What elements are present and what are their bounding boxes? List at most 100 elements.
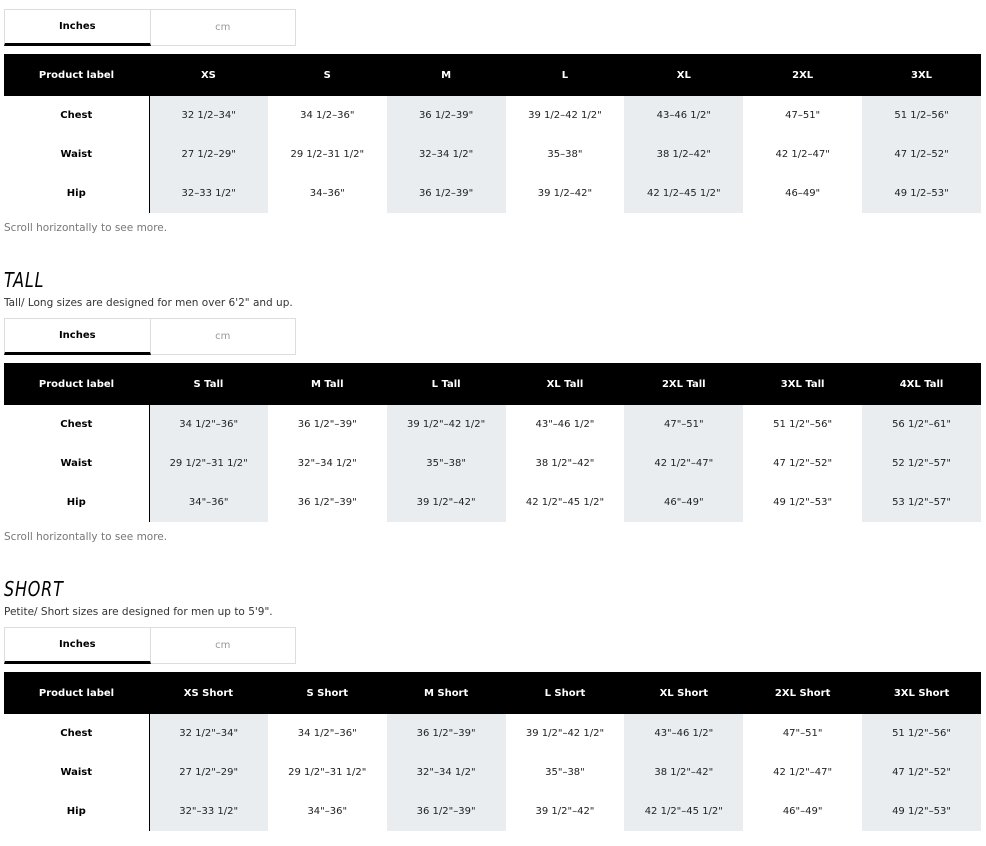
table-row: Hip 32"–33 1/2" 34"–36" 36 1/2"–39" 39 1/2"–…	[4, 792, 981, 831]
table-cell: 51 1/2"–56"	[773, 419, 833, 430]
table-cell: 27 1/2"–29"	[149, 753, 268, 792]
table-cell: 36 1/2"–39"	[386, 792, 506, 831]
table-cell: 53 1/2"–57"	[862, 483, 981, 522]
table-row: Waist 29 1/2"–31 1/2" 32"–34 1/2" 35"–38" 38…	[4, 444, 981, 483]
column-header: XL Short	[624, 672, 744, 714]
row-label: Hip	[4, 174, 150, 213]
size-table: Product label XS S M L XL 2XL 3XL Chest 32 1/2–34…	[4, 54, 981, 213]
table-cell: 43"–46 1/2"	[535, 419, 595, 430]
table-cell: 39 1/2"–42 1/2"	[386, 405, 506, 444]
table-row: Waist 27 1/2"–29" 29 1/2"–31 1/2" 32"–34 1/…	[4, 753, 981, 792]
section-description: Tall/ Long sizes are designed for men ov…	[4, 297, 293, 309]
table-cell: 29 1/2–31 1/2"	[290, 149, 365, 160]
size-table: Product label XS Short S Short M Short L Sho…	[4, 672, 981, 831]
header-row: Product label XS Short S Short M Short L Sho…	[4, 672, 981, 714]
column-header: M	[386, 54, 506, 96]
table-cell: 32 1/2–34"	[149, 96, 268, 135]
unit-toggle: Inches cm	[4, 627, 296, 664]
unit-inches-tab[interactable]: Inches	[4, 318, 151, 355]
table-cell: 49 1/2–53"	[862, 174, 981, 213]
table-cell: 52 1/2"–57"	[862, 444, 981, 483]
section-title: SHORT	[4, 577, 64, 601]
table-cell: 42 1/2–45 1/2"	[624, 174, 744, 213]
column-header: L	[505, 54, 625, 96]
table-cell: 43–46 1/2"	[624, 96, 744, 135]
table-cell: 49 1/2"–53"	[862, 792, 981, 831]
table-cell: 39 1/2–42 1/2"	[528, 110, 602, 121]
column-header: XL Tall	[505, 363, 625, 405]
column-header: L Tall	[386, 363, 506, 405]
table-cell: 36 1/2–39"	[386, 96, 506, 135]
table-cell: 32"–34 1/2"	[386, 753, 506, 792]
unit-inches-tab[interactable]: Inches	[4, 627, 151, 664]
table-cell: 39 1/2–42"	[537, 188, 593, 199]
column-header: 2XL	[743, 54, 863, 96]
table-cell: 34 1/2–36"	[300, 110, 355, 121]
scroll-hint: Scroll horizontally to see more.	[4, 222, 168, 234]
row-label: Waist	[4, 753, 150, 792]
column-header: XS	[149, 54, 268, 96]
size-section: Inches cm Product label XS S M L XL 2XL 3XL Chest 3…	[4, 9, 982, 236]
table-row: Chest 34 1/2"–36" 36 1/2"–39" 39 1/2"–42 1/…	[4, 405, 981, 444]
table-cell: 49 1/2"–53"	[773, 497, 833, 508]
table-cell: 47"–51"	[782, 728, 823, 739]
column-header: M Short	[386, 672, 506, 714]
unit-cm-tab[interactable]: cm	[150, 9, 296, 46]
table-cell: 36 1/2–39"	[386, 174, 506, 213]
section-description: Petite/ Short sizes are designed for men…	[4, 606, 273, 618]
table-cell: 42 1/2"–47"	[773, 767, 833, 778]
table-cell: 38 1/2–42"	[624, 135, 744, 174]
table-cell: 47 1/2"–52"	[862, 753, 981, 792]
column-header: 3XL	[862, 54, 981, 96]
column-header: S Tall	[149, 363, 268, 405]
table-cell: 51 1/2"–56"	[862, 714, 981, 753]
row-label: Chest	[4, 714, 150, 753]
table-cell: 35"–38"	[545, 767, 585, 778]
column-header: 2XL Short	[743, 672, 863, 714]
table-cell: 42 1/2"–45 1/2"	[525, 497, 605, 508]
table-row: Hip 32–33 1/2" 34–36" 36 1/2–39" 39 1/2–42" 4…	[4, 174, 981, 213]
table-cell: 32–34 1/2"	[386, 135, 506, 174]
table-cell: 38 1/2"–42"	[624, 753, 744, 792]
column-header: XL	[624, 54, 744, 96]
section-title: TALL	[4, 268, 45, 292]
table-cell: 32–33 1/2"	[149, 174, 268, 213]
table-cell: 34 1/2"–36"	[297, 728, 357, 739]
table-cell: 36 1/2"–39"	[386, 714, 506, 753]
column-header: S	[267, 54, 387, 96]
table-row: Hip 34"–36" 36 1/2"–39" 39 1/2"–42" 42 1/2"–…	[4, 483, 981, 522]
column-header: 2XL Tall	[624, 363, 744, 405]
unit-toggle: Inches cm	[4, 9, 296, 46]
table-row: Chest 32 1/2"–34" 34 1/2"–36" 36 1/2"–39" 39…	[4, 714, 981, 753]
table-cell: 47"–51"	[624, 405, 744, 444]
unit-cm-tab[interactable]: cm	[150, 318, 296, 355]
table-cell: 39 1/2"–42"	[386, 483, 506, 522]
size-charts: Inches cm Product label XS S M L XL 2XL 3XL Chest 3…	[0, 9, 986, 831]
column-header: XS Short	[149, 672, 268, 714]
unit-cm-tab[interactable]: cm	[150, 627, 296, 664]
table-cell: 34"–36"	[149, 483, 268, 522]
row-label: Chest	[4, 405, 150, 444]
row-label: Chest	[4, 96, 150, 135]
table-cell: 32"–34 1/2"	[297, 458, 357, 469]
column-header: 4XL Tall	[862, 363, 981, 405]
table-cell: 46"–49"	[624, 483, 744, 522]
table-cell: 39 1/2"–42 1/2"	[525, 728, 605, 739]
table-row: Chest 32 1/2–34" 34 1/2–36" 36 1/2–39" 39 1/…	[4, 96, 981, 135]
column-header: 3XL Short	[862, 672, 981, 714]
size-section: SHORT Petite/ Short sizes are designed fo…	[4, 577, 982, 831]
table-cell: 27 1/2–29"	[149, 135, 268, 174]
unit-inches-tab[interactable]: Inches	[4, 9, 151, 46]
row-label: Hip	[4, 792, 150, 831]
table-cell: 39 1/2"–42"	[535, 806, 595, 817]
table-cell: 35–38"	[547, 149, 583, 160]
table-cell: 34–36"	[309, 188, 345, 199]
table-cell: 56 1/2"–61"	[862, 405, 981, 444]
row-label: Waist	[4, 444, 150, 483]
table-cell: 29 1/2"–31 1/2"	[149, 444, 268, 483]
table-cell: 34"–36"	[307, 806, 348, 817]
table-cell: 38 1/2"–42"	[535, 458, 595, 469]
table-cell: 34 1/2"–36"	[149, 405, 268, 444]
table-cell: 36 1/2"–39"	[297, 497, 357, 508]
table-cell: 35"–38"	[386, 444, 506, 483]
